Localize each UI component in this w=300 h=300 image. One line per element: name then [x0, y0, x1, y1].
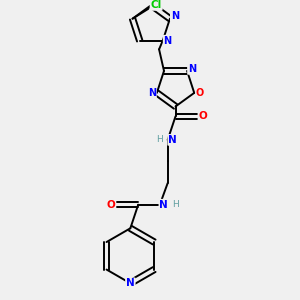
- Text: N: N: [159, 200, 168, 210]
- Text: N: N: [168, 135, 177, 145]
- Text: N: N: [171, 11, 179, 21]
- Text: N: N: [164, 36, 172, 46]
- Text: O: O: [106, 200, 115, 210]
- Text: Cl: Cl: [151, 0, 162, 10]
- Text: H: H: [172, 200, 179, 209]
- Text: N: N: [188, 64, 196, 74]
- Text: O: O: [199, 111, 207, 121]
- Text: N: N: [148, 88, 156, 98]
- Text: H: H: [156, 135, 163, 144]
- Text: O: O: [196, 88, 204, 98]
- Text: N: N: [126, 278, 135, 288]
